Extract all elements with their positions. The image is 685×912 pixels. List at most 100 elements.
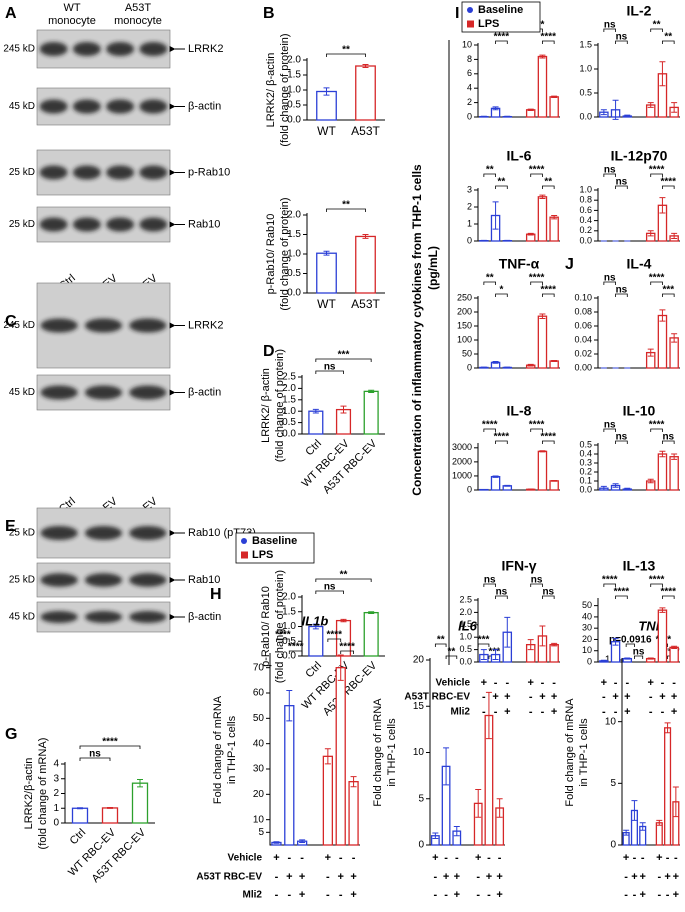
x-tick-label: Ctrl (303, 660, 324, 681)
significance-label: ns (662, 432, 674, 443)
y-axis-label: Fold change of mRNA (212, 695, 224, 804)
significance-label: ns (604, 20, 616, 31)
condition-sign: - (661, 706, 665, 718)
y-tick-label: 0.04 (574, 334, 592, 344)
panel-letter: J (565, 256, 574, 273)
condition-sign: - (633, 889, 637, 901)
condition-label: Mli2 (451, 707, 471, 718)
condition-sign: + (664, 871, 670, 883)
y-tick-label: 20 (582, 634, 592, 644)
condition-sign: - (482, 691, 486, 703)
condition-sign: - (326, 871, 330, 883)
axis (598, 188, 680, 241)
significance-label: **** (275, 630, 291, 641)
condition-sign: + (337, 871, 343, 883)
bar (336, 668, 345, 845)
significance-label: **** (660, 177, 676, 188)
condition-sign: - (641, 852, 645, 864)
y-tick-label: 0 (587, 656, 592, 666)
lane-label: WT (63, 2, 80, 14)
condition-sign: + (286, 871, 292, 883)
y-tick-label: 0.06 (574, 320, 592, 330)
condition-sign: - (657, 871, 661, 883)
y-tick-label: 1.0 (579, 63, 592, 73)
axis (478, 43, 560, 117)
significance-label: **** (529, 420, 545, 431)
condition-sign: - (602, 706, 606, 718)
panel-letter: H (210, 586, 222, 603)
bar (665, 728, 671, 845)
panel-letter: I (455, 5, 459, 22)
panel-letter: D (263, 343, 275, 360)
significance-label: ns (324, 582, 336, 593)
y-axis-label: (fold change of mRNA) (37, 738, 49, 850)
blot-band (106, 100, 134, 114)
legend-label: LPS (252, 549, 273, 561)
bar (538, 316, 546, 368)
bar (538, 197, 546, 241)
blot-band (106, 42, 134, 56)
y-tick-label: 1.5 (459, 619, 472, 629)
y-tick-label: 5 (258, 827, 264, 838)
protein-label: β-actin (188, 386, 221, 398)
condition-sign: + (671, 691, 677, 703)
condition-sign: - (476, 871, 480, 883)
condition-sign: - (614, 677, 618, 689)
lane-label: A53T (125, 2, 152, 14)
bar (309, 411, 323, 434)
chart-title: IL-10 (623, 403, 656, 419)
bar (658, 454, 666, 490)
condition-sign: - (494, 677, 498, 689)
condition-sign: + (623, 852, 629, 864)
bar (285, 706, 294, 845)
significance-label: **** (494, 32, 510, 43)
significance-label: ns (89, 749, 101, 760)
blot-band (129, 386, 166, 400)
condition-sign: - (275, 889, 279, 901)
y-tick-label: 10 (605, 716, 617, 727)
blot-band (41, 526, 78, 540)
blot-band (85, 386, 122, 400)
chart-title: IL-6 (507, 148, 532, 164)
significance-label: ** (486, 165, 494, 176)
significance-label: ** (342, 200, 350, 211)
kd-label: 25 kD (9, 219, 35, 230)
y-axis-label: Fold change of mRNA (372, 698, 384, 807)
condition-sign: - (661, 677, 665, 689)
y-tick-label: 5 (610, 778, 616, 789)
y-tick-label: 0.5 (579, 87, 592, 97)
condition-sign: - (339, 889, 343, 901)
condition-label: Vehicle (436, 678, 471, 689)
y-axis-label: Fold change of mRNA (564, 698, 576, 807)
condition-sign: + (527, 677, 533, 689)
condition-sign: - (444, 889, 448, 901)
error-bar (504, 240, 510, 241)
chart-title: IL1b (302, 613, 329, 628)
significance-label: **** (649, 420, 665, 431)
condition-sign: + (273, 852, 279, 864)
condition-sign: - (487, 889, 491, 901)
bar (323, 756, 332, 845)
y-tick-label: 8 (467, 54, 472, 64)
y-axis-label: in THP-1 cells (226, 715, 238, 784)
bar (550, 481, 558, 490)
error-bar (77, 808, 83, 809)
condition-sign: + (624, 706, 630, 718)
y-axis-label: in THP-1 cells (386, 718, 398, 787)
y-tick-label: 4 (467, 83, 472, 93)
condition-sign: + (551, 691, 557, 703)
condition-sign: + (486, 871, 492, 883)
significance-label: *** (338, 350, 350, 361)
condition-sign: + (454, 889, 460, 901)
x-tick-label: WT (317, 124, 336, 138)
bar (550, 97, 558, 117)
y-tick-label: 0 (610, 840, 616, 851)
blot-band (106, 166, 134, 180)
chart-title: IL-2 (627, 3, 652, 19)
x-tick-label: A53T (351, 297, 380, 311)
chart-title: IL-13 (623, 558, 656, 574)
condition-sign: + (504, 691, 510, 703)
significance-label: **** (102, 737, 118, 748)
y-axis-label: (fold change of protein) (274, 570, 286, 683)
